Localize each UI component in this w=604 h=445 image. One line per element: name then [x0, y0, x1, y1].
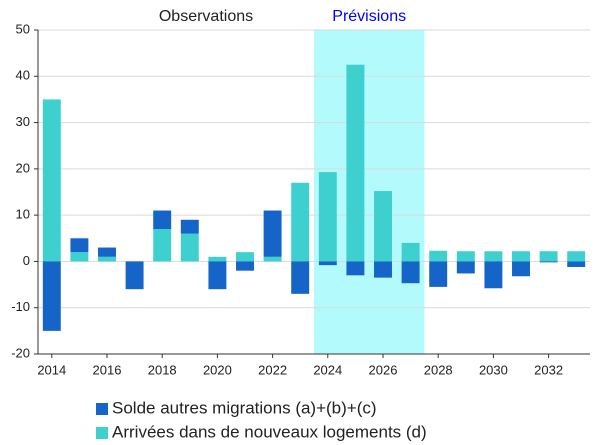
- bar: [208, 256, 227, 262]
- bar: [236, 252, 254, 262]
- bar: [318, 172, 337, 262]
- annotation: Prévisions: [332, 8, 406, 25]
- x-tick-label: 2026: [369, 362, 398, 377]
- x-tick-label: 2022: [258, 362, 287, 377]
- y-tick-label: 30: [16, 114, 30, 129]
- legend-label: Solde autres migrations (a)+(b)+(c): [112, 398, 377, 417]
- bar: [512, 261, 530, 277]
- bar: [125, 261, 144, 290]
- legend-label: Arrivées dans de nouveaux logements (d): [112, 422, 427, 441]
- bar: [42, 99, 61, 262]
- y-tick-label: 20: [16, 160, 30, 175]
- bar: [429, 250, 448, 262]
- y-tick-label: 50: [16, 21, 30, 36]
- bar: [456, 261, 475, 274]
- bar: [236, 261, 254, 271]
- bar: [567, 251, 586, 262]
- y-tick-label: 0: [23, 253, 30, 268]
- x-tick-label: 2020: [203, 362, 232, 377]
- bar: [153, 229, 172, 262]
- bar: [539, 251, 558, 262]
- bar: [456, 251, 475, 262]
- bar: [429, 261, 448, 287]
- bar: [484, 261, 503, 289]
- bar: [42, 261, 61, 331]
- bar: [401, 261, 420, 284]
- bar: [539, 261, 558, 263]
- bar: [374, 261, 392, 278]
- bar: [70, 252, 89, 262]
- bar: [263, 210, 282, 257]
- bar: [180, 219, 199, 234]
- x-tick-label: 2028: [424, 362, 453, 377]
- bar: [512, 251, 530, 262]
- bar: [374, 191, 392, 262]
- bar: [98, 247, 116, 257]
- x-tick-label: 2030: [479, 362, 508, 377]
- x-tick-label: 2018: [148, 362, 177, 377]
- x-tick-label: 2032: [534, 362, 563, 377]
- bar: [484, 251, 503, 262]
- bar: [346, 64, 365, 262]
- legend-swatch: [96, 427, 108, 439]
- y-tick-label: 40: [16, 68, 30, 83]
- x-tick-label: 2024: [313, 362, 342, 377]
- x-tick-label: 2016: [93, 362, 122, 377]
- bar: [291, 182, 310, 262]
- y-tick-label: -10: [11, 299, 30, 314]
- x-tick-label: 2014: [37, 362, 66, 377]
- bar: [318, 261, 337, 266]
- y-tick-label: -20: [11, 345, 30, 360]
- bar: [291, 261, 310, 294]
- bar: [401, 242, 420, 262]
- bar: [153, 210, 172, 230]
- bar: [263, 256, 282, 262]
- bar: [180, 233, 199, 262]
- bar: [70, 238, 89, 253]
- annotation: Observations: [159, 8, 253, 25]
- bar: [567, 261, 586, 267]
- bar: [208, 261, 227, 290]
- bar: [346, 261, 365, 276]
- legend-swatch: [96, 403, 108, 415]
- bar: [98, 256, 116, 262]
- y-tick-label: 10: [16, 207, 30, 222]
